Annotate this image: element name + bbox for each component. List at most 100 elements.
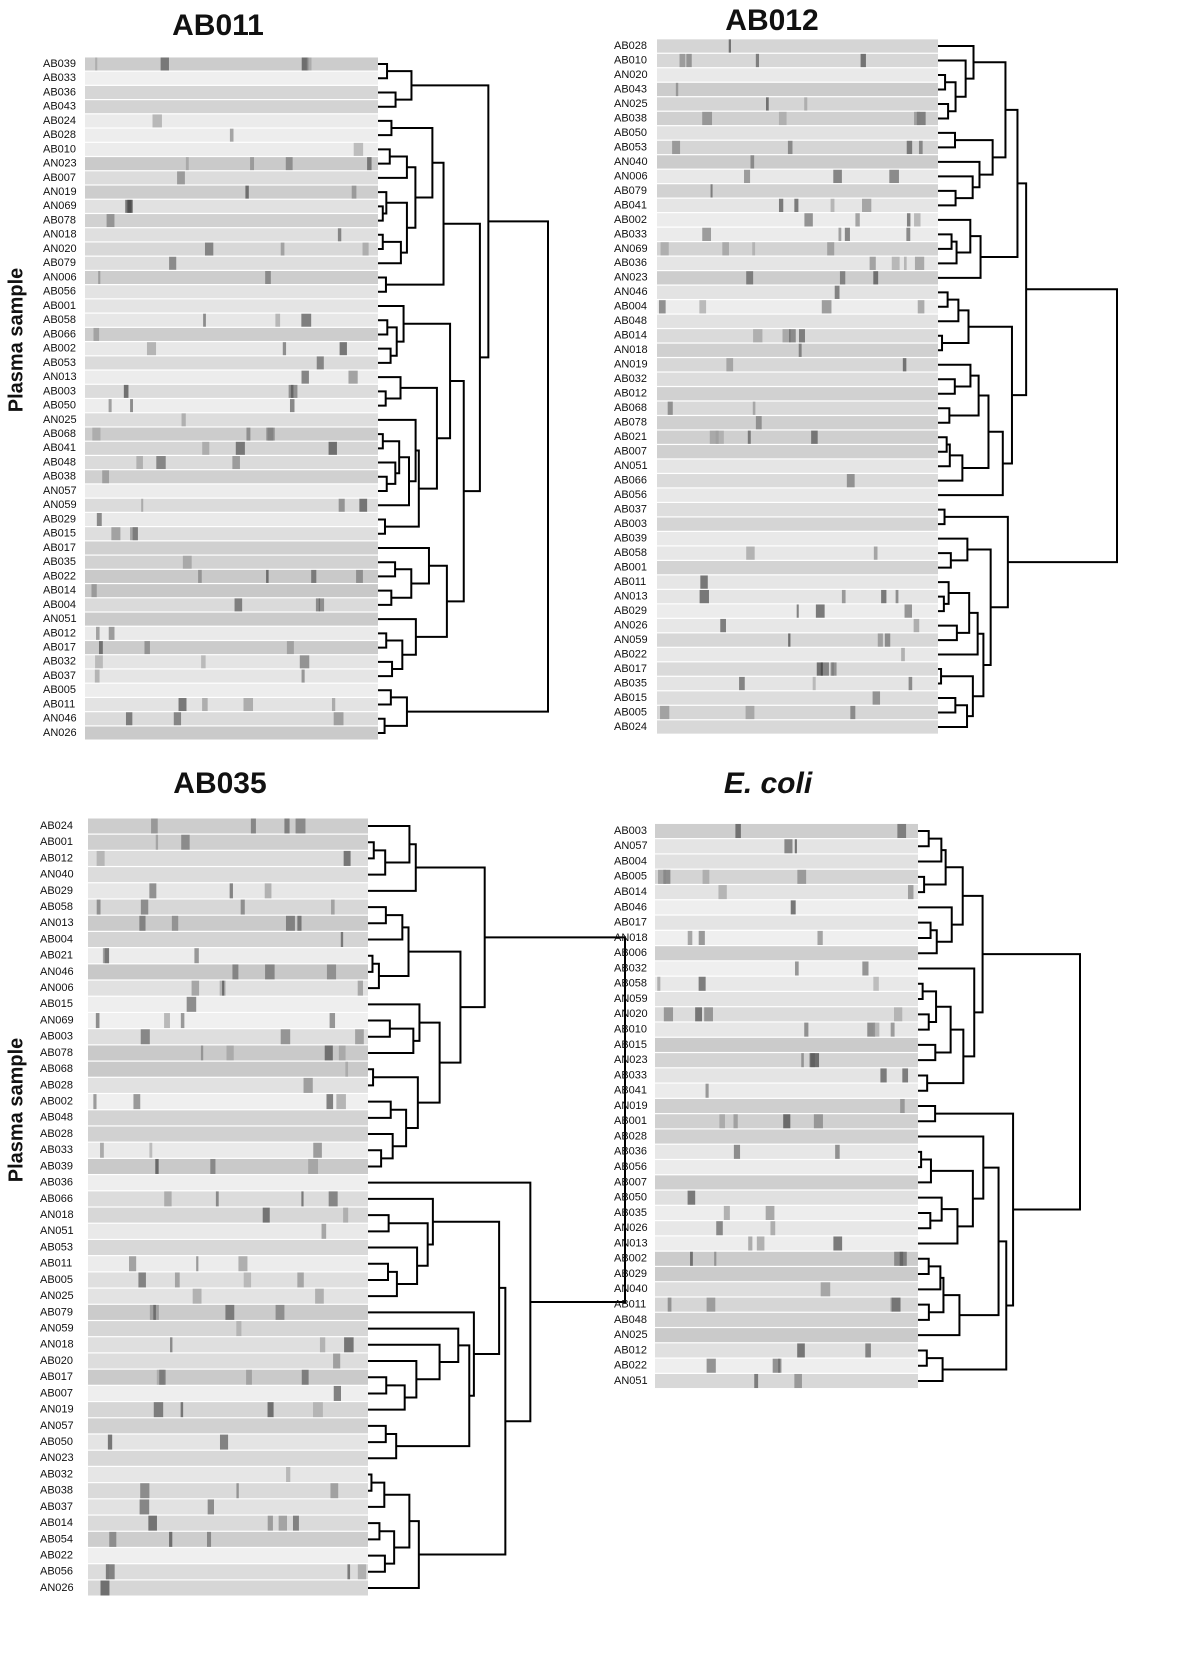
blot-strip [657, 618, 938, 633]
sample-label: AB011 [40, 1258, 72, 1270]
band [290, 384, 294, 398]
sample-label: AB002 [43, 343, 76, 355]
sample-label: AB035 [43, 556, 76, 568]
dendrogram-branch [938, 59, 967, 98]
band [700, 575, 708, 589]
dendrogram [378, 63, 549, 734]
dendrogram-branch [403, 322, 452, 440]
blot-strip [655, 1343, 918, 1358]
band [704, 1007, 713, 1022]
band [833, 169, 842, 184]
band [789, 329, 796, 343]
dendrogram-branch [417, 1021, 441, 1104]
band [657, 976, 661, 991]
sample-label: AN018 [40, 1339, 74, 1351]
dendrogram-branch [918, 982, 924, 1001]
blot-strip [88, 1126, 368, 1142]
band [706, 1358, 716, 1373]
sample-label: AN023 [43, 158, 77, 170]
dendrogram-branch [955, 139, 994, 176]
dendrogram-branch [368, 1481, 386, 1508]
band [698, 976, 706, 991]
band [313, 1402, 323, 1418]
band [315, 598, 321, 612]
band [744, 169, 751, 184]
dendrogram [938, 45, 1118, 728]
panel-title: AB011 [172, 9, 264, 42]
blot-strip [85, 342, 378, 356]
blot-strip [88, 996, 368, 1012]
blot-strip [657, 401, 938, 415]
blot-strip [657, 531, 938, 546]
band [232, 456, 240, 470]
band [894, 1251, 904, 1266]
dendrogram-branch [959, 1166, 1000, 1317]
dendrogram-branch [388, 1222, 429, 1267]
band [880, 1068, 887, 1083]
sample-label: AB004 [614, 855, 647, 867]
blot-strip [655, 1083, 918, 1098]
sample-label: AB024 [40, 820, 73, 832]
dendrogram-branch [378, 240, 402, 265]
band [330, 1483, 339, 1499]
blot-strip [657, 503, 938, 517]
band [236, 1483, 239, 1499]
blot-strip [85, 299, 378, 313]
band [906, 140, 913, 155]
blot-strip [88, 980, 368, 996]
panel: E. coli AB003 AN057 AB004 AB005 AB014 AB046 AB0… [614, 767, 1081, 1389]
sample-label: AB038 [43, 471, 76, 483]
dendrogram-branch [938, 240, 958, 265]
band [726, 358, 734, 372]
band [714, 1251, 717, 1266]
sample-label: AB048 [614, 315, 647, 327]
band [798, 343, 802, 357]
band [146, 342, 157, 356]
dendrogram-branch [368, 1360, 418, 1399]
sample-label: AN023 [40, 1452, 74, 1464]
band [891, 256, 900, 270]
sample-label: AB056 [40, 1566, 73, 1578]
band [794, 198, 799, 213]
sample-label: AB029 [43, 513, 76, 525]
sample-label: AN019 [614, 359, 648, 371]
dendrogram-branch [924, 849, 947, 886]
band [686, 53, 692, 68]
sample-label: AB001 [614, 562, 647, 574]
blot-strip [85, 655, 378, 669]
dendrogram-branch [368, 1432, 398, 1460]
dendrogram-branch [918, 1294, 961, 1337]
blot-strip [657, 430, 938, 444]
blot-strip [88, 1013, 368, 1029]
blot-strip [85, 71, 378, 85]
sample-label: AB079 [40, 1306, 73, 1318]
dendrogram-branch [384, 696, 408, 727]
blot-strip [88, 1402, 368, 1418]
band [108, 626, 115, 640]
sample-label: AN059 [43, 499, 77, 511]
band [169, 1531, 173, 1547]
band [746, 546, 755, 560]
band [164, 1191, 172, 1207]
band [95, 57, 98, 71]
dendrogram-branch [411, 84, 490, 359]
band [186, 996, 197, 1012]
dendrogram-branch [938, 160, 981, 189]
dendrogram-branch [368, 1384, 406, 1411]
sample-label: AB043 [43, 101, 76, 113]
sample-label: AB028 [614, 1130, 647, 1142]
sample-label: AN051 [43, 613, 77, 625]
band [262, 1207, 270, 1223]
dendrogram-branch [378, 347, 392, 364]
blot-strip [85, 512, 378, 527]
blot-strip [655, 915, 918, 930]
dendrogram-branch [484, 936, 626, 1303]
band [881, 589, 887, 604]
blot-strip [657, 155, 938, 169]
sample-label: AB033 [614, 228, 647, 240]
band [234, 598, 243, 612]
band [203, 313, 206, 327]
blot-strip [85, 327, 378, 341]
sample-label: AN020 [614, 69, 648, 81]
sample-label: AB022 [40, 1549, 73, 1561]
